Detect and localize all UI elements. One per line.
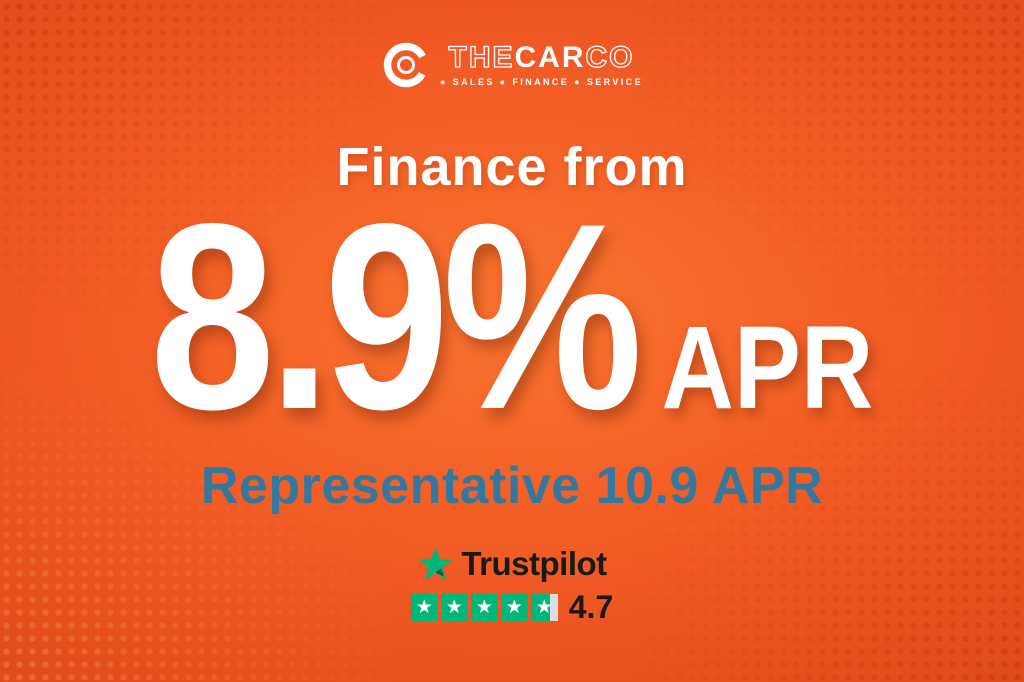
logo-text-block: THECARCO ● SALES ● FINANCE ● SERVICE	[440, 41, 643, 87]
trustpilot-logo-row: Trustpilot	[417, 545, 607, 583]
trustpilot-score: 4.7	[568, 589, 614, 625]
star-glyph: ★	[475, 597, 493, 618]
trustpilot-rating-row: ★ ★ ★ ★ ★ 4.7	[410, 589, 614, 626]
logo-tagline: ● SALES ● FINANCE ● SERVICE	[440, 77, 643, 87]
rating-star-icon-3: ★	[470, 594, 498, 621]
logo-word-car: CAR	[514, 41, 586, 74]
logo-wordmark: THECARCO	[448, 41, 635, 74]
rating-star-icon-4: ★	[500, 594, 528, 621]
trustpilot-block: Trustpilot ★ ★ ★ ★ ★ 4.7	[0, 545, 1024, 626]
rating-star-icon-5-partial: ★	[530, 594, 558, 621]
rating-star-icon-1: ★	[410, 594, 438, 621]
star-glyph: ★	[505, 597, 523, 618]
logo-word-the: THE	[448, 41, 515, 74]
carco-ring-icon	[381, 40, 431, 90]
brand-logo: THECARCO ● SALES ● FINANCE ● SERVICE	[381, 40, 643, 90]
rate-value: 8.9%	[150, 169, 643, 465]
rating-star-icon-2: ★	[440, 594, 468, 621]
headline-finance-from: Finance from	[336, 137, 688, 197]
rate-suffix-apr: APR	[661, 302, 874, 434]
trustpilot-wordmark: Trustpilot	[461, 545, 607, 582]
logo-word-co: CO	[585, 41, 635, 74]
headline-rate-line: 8.9% APR	[0, 185, 1024, 450]
star-glyph: ★	[415, 597, 433, 618]
star-glyph: ★	[445, 597, 463, 618]
trustpilot-star-icon	[417, 546, 454, 583]
representative-apr-text: Representative 10.9 APR	[200, 457, 824, 515]
star-glyph: ★	[535, 597, 553, 618]
rate-inner-wrap: 8.9% APR	[150, 185, 873, 450]
